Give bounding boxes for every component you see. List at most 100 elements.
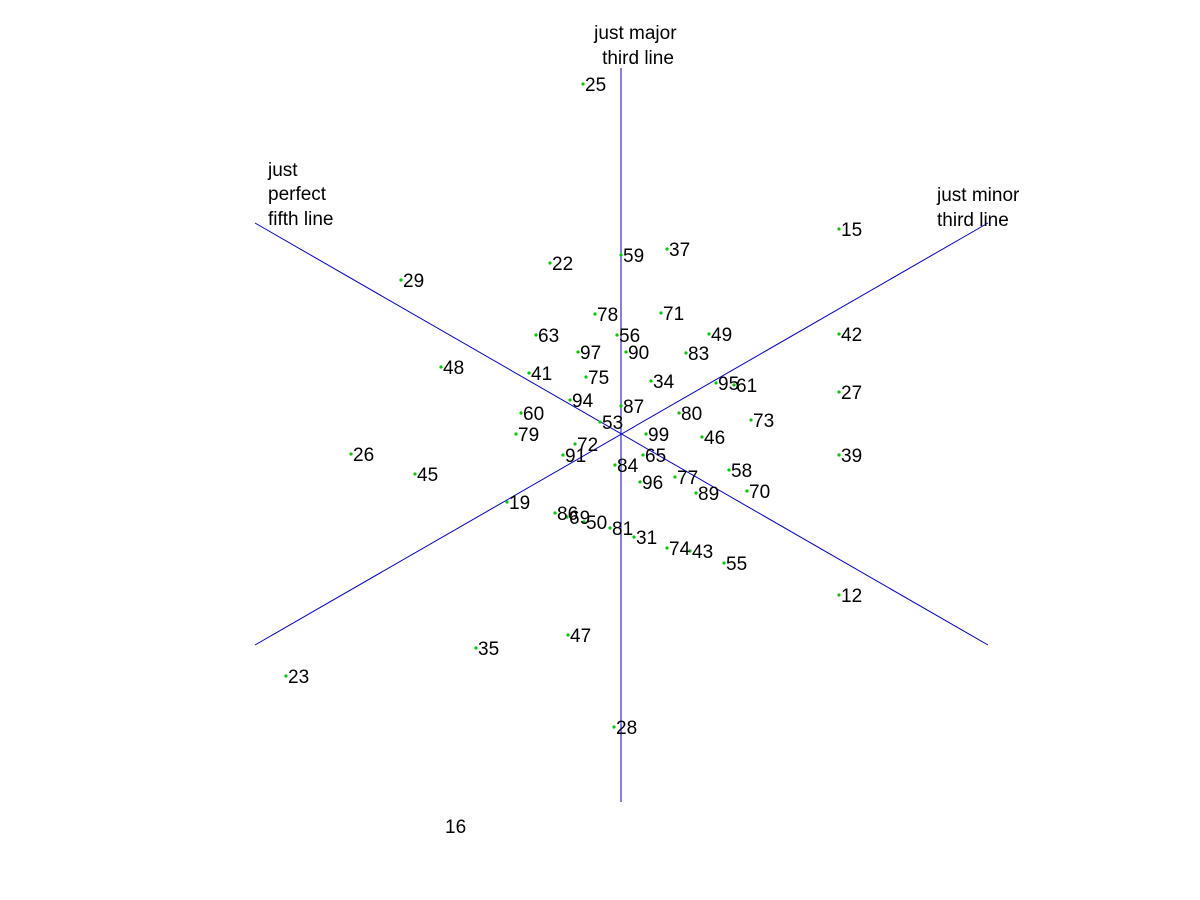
point-label: 72 xyxy=(577,435,598,456)
point-marker xyxy=(638,480,642,484)
point-marker xyxy=(612,725,616,729)
perfect-fifth-axis-title: just perfect fifth line xyxy=(267,160,333,230)
point-label: 96 xyxy=(642,473,663,494)
point-marker xyxy=(745,489,749,493)
point-label: 41 xyxy=(531,364,552,385)
point-marker xyxy=(519,411,523,415)
points-layer: 12 15 16 19 22 23 25 26 27 28 29 31 34 35 37 39 41 42 43 45… xyxy=(284,75,862,838)
point-marker xyxy=(568,398,572,402)
point-label: 19 xyxy=(509,493,530,514)
point-marker xyxy=(837,453,841,457)
point-label: 69 xyxy=(569,508,590,529)
point-label: 63 xyxy=(538,326,559,347)
point-label: 34 xyxy=(653,372,675,393)
point-marker xyxy=(584,375,588,379)
point-label: 94 xyxy=(572,391,594,412)
point-marker xyxy=(553,511,557,515)
point-label: 89 xyxy=(698,484,719,505)
point-label: 22 xyxy=(552,254,573,275)
point-marker xyxy=(707,332,711,336)
point-label: 78 xyxy=(597,305,618,326)
point-marker xyxy=(582,520,586,524)
point-marker xyxy=(624,350,628,354)
point-label: 42 xyxy=(841,325,862,346)
point-label: 16 xyxy=(445,817,466,838)
point-label: 28 xyxy=(616,718,637,739)
point-marker xyxy=(534,333,538,337)
point-label: 48 xyxy=(443,358,464,379)
point-marker xyxy=(727,468,731,472)
point-marker xyxy=(399,278,403,282)
point-marker xyxy=(573,442,577,446)
point-label: 43 xyxy=(692,542,713,563)
point-label: 60 xyxy=(523,404,544,425)
point-marker xyxy=(722,561,726,565)
point-marker xyxy=(677,411,681,415)
point-label: 99 xyxy=(648,425,669,446)
point-marker xyxy=(684,351,688,355)
point-label: 27 xyxy=(841,383,862,404)
point-marker xyxy=(613,463,617,467)
point-label: 65 xyxy=(645,446,666,467)
point-label: 23 xyxy=(288,667,309,688)
point-label: 47 xyxy=(570,626,591,647)
point-marker xyxy=(593,312,597,316)
point-label: 90 xyxy=(628,343,649,364)
point-label: 35 xyxy=(478,639,499,660)
point-marker xyxy=(505,500,509,504)
point-marker xyxy=(732,383,736,387)
point-marker xyxy=(548,261,552,265)
point-label: 80 xyxy=(681,404,702,425)
point-marker xyxy=(514,432,518,436)
point-marker xyxy=(659,311,663,315)
minor-third-axis-line xyxy=(254,222,989,646)
point-label: 59 xyxy=(623,246,644,267)
point-label: 55 xyxy=(726,554,747,575)
point-marker xyxy=(665,247,669,251)
point-label: 39 xyxy=(841,446,862,467)
point-marker xyxy=(619,253,623,257)
point-label: 61 xyxy=(736,376,757,397)
point-label: 75 xyxy=(588,368,609,389)
point-label: 97 xyxy=(580,343,601,364)
point-label: 31 xyxy=(636,528,657,549)
point-marker xyxy=(641,453,645,457)
point-marker xyxy=(439,365,443,369)
point-marker xyxy=(615,333,619,337)
point-marker xyxy=(837,332,841,336)
point-label: 84 xyxy=(617,456,639,477)
point-label: 70 xyxy=(749,482,770,503)
point-marker xyxy=(566,633,570,637)
point-label: 86 xyxy=(557,504,578,525)
point-label: 25 xyxy=(585,75,606,96)
point-marker xyxy=(714,381,718,385)
point-marker xyxy=(413,472,417,476)
point-label: 77 xyxy=(677,468,698,489)
point-label: 46 xyxy=(704,428,725,449)
minor-third-axis-title: just minor third line xyxy=(936,185,1025,231)
point-label: 58 xyxy=(731,461,752,482)
point-marker xyxy=(649,379,653,383)
major-third-axis-title: just major third line xyxy=(593,23,682,69)
point-marker xyxy=(632,535,636,539)
point-label: 79 xyxy=(518,425,539,446)
point-label: 74 xyxy=(669,539,691,560)
point-marker xyxy=(837,593,841,597)
point-marker xyxy=(837,227,841,231)
point-marker xyxy=(474,646,478,650)
point-label: 45 xyxy=(417,465,438,486)
point-marker xyxy=(527,371,531,375)
point-marker xyxy=(673,475,677,479)
point-label: 15 xyxy=(841,220,862,241)
point-marker xyxy=(749,418,753,422)
axis-lines xyxy=(254,68,989,802)
point-label: 71 xyxy=(663,304,684,325)
point-label: 26 xyxy=(353,445,374,466)
point-marker xyxy=(576,350,580,354)
point-label: 73 xyxy=(753,411,774,432)
point-marker xyxy=(644,432,648,436)
point-marker xyxy=(700,435,704,439)
point-label: 37 xyxy=(669,240,690,261)
point-label: 81 xyxy=(612,519,633,540)
